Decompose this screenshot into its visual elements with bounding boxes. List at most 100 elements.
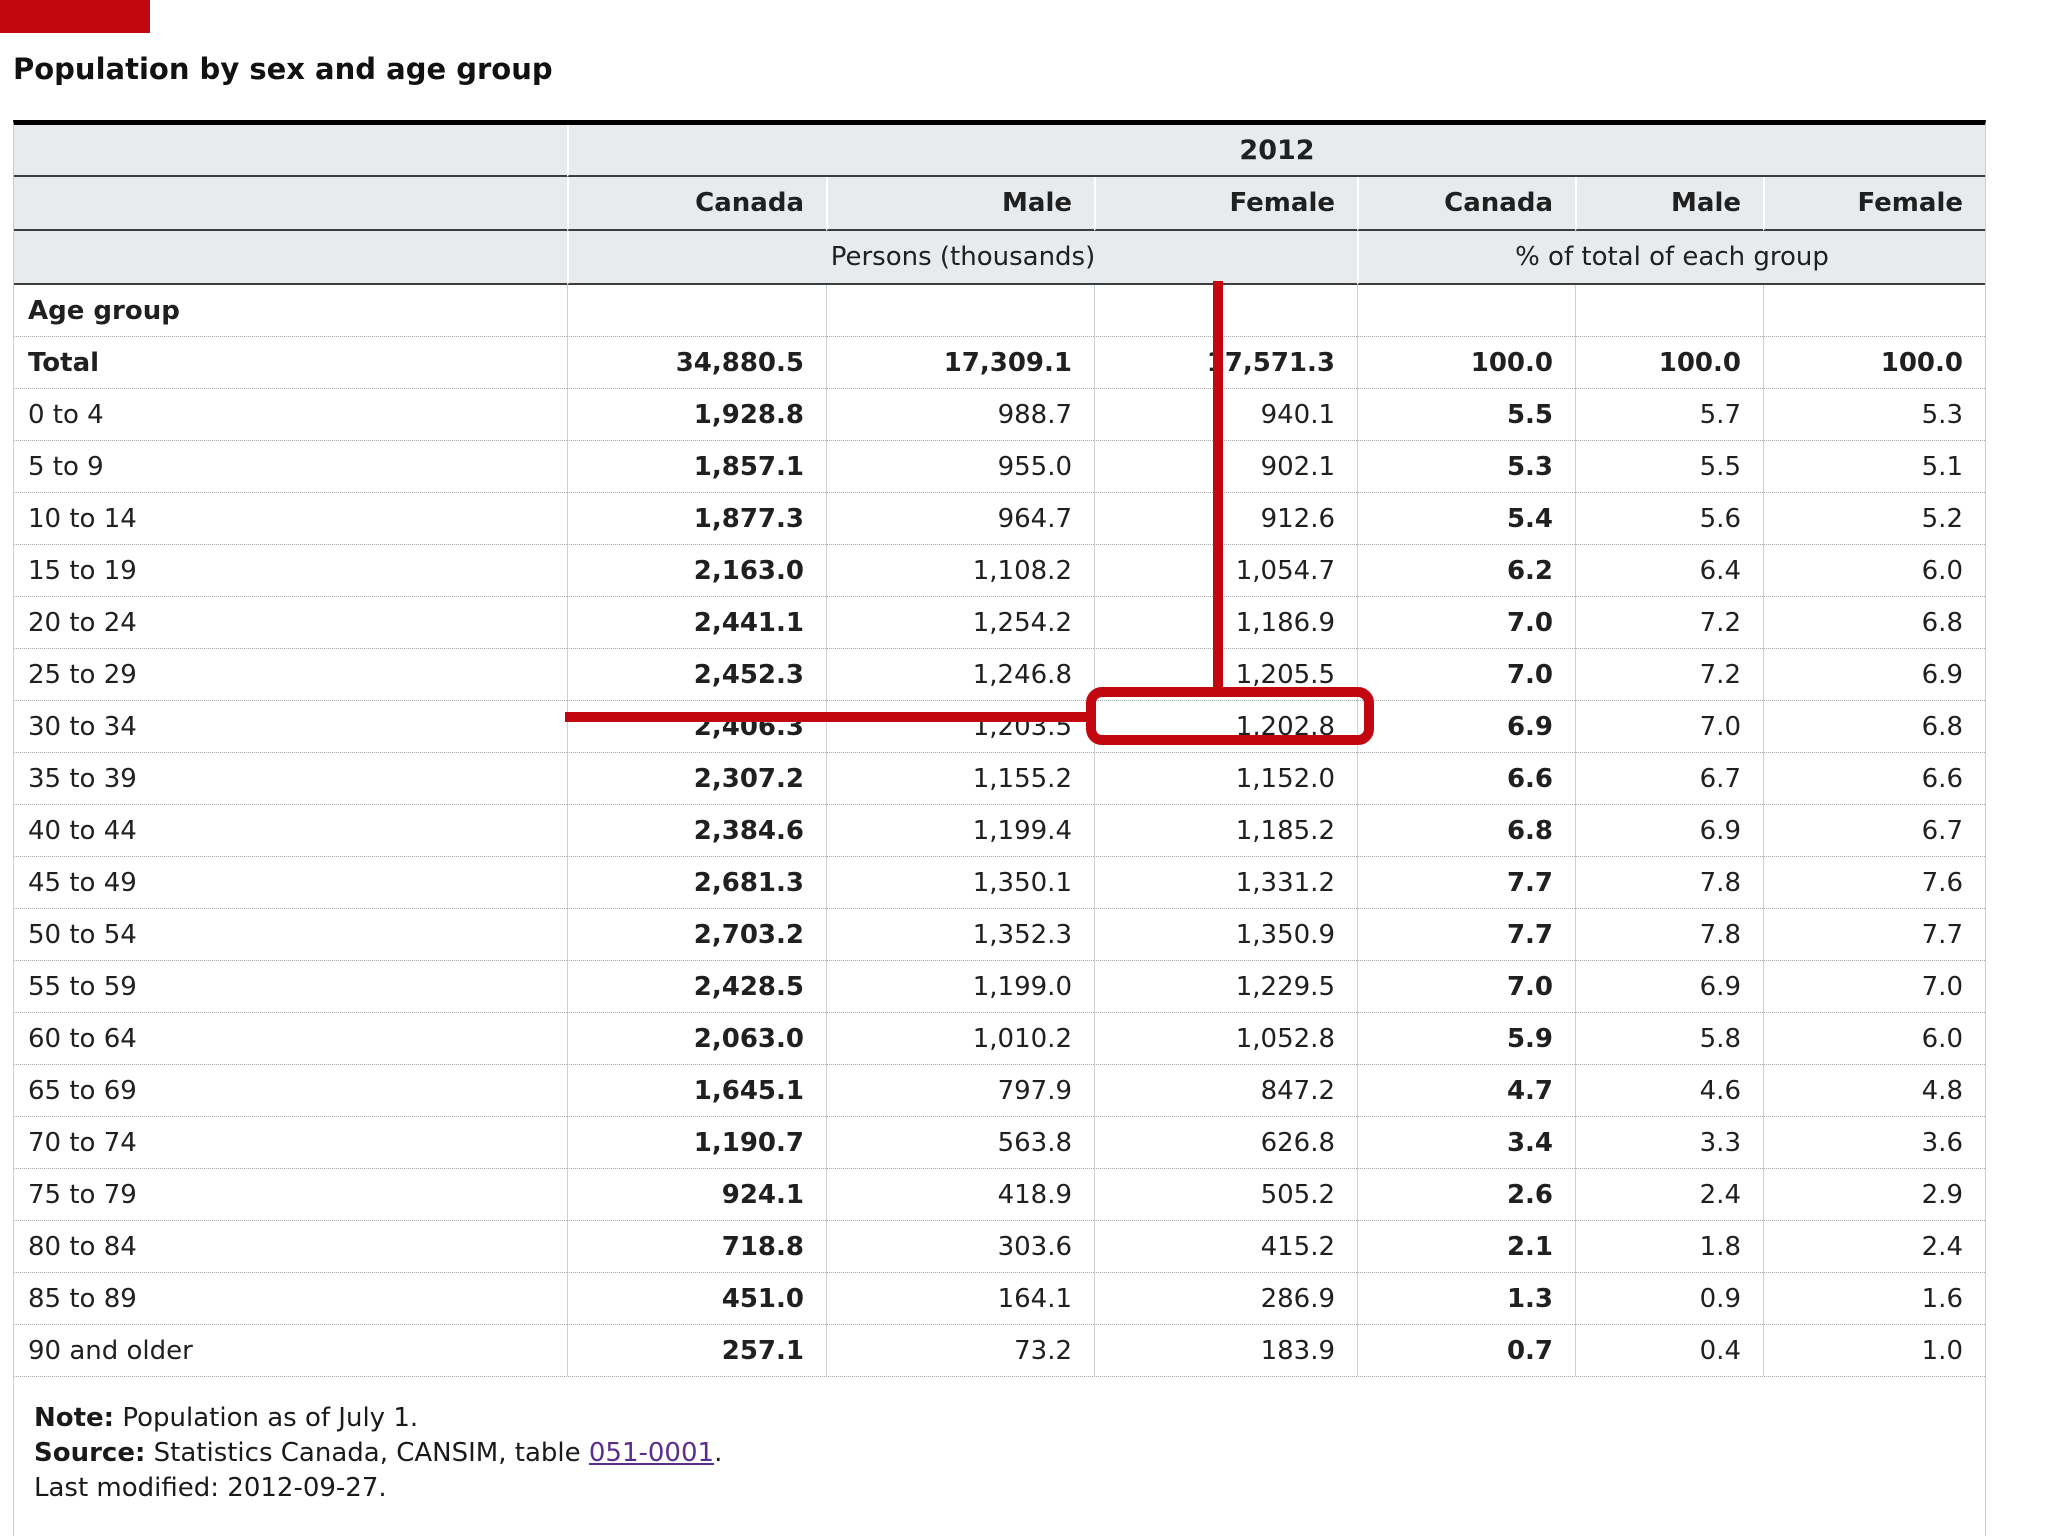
source-text-end: . [714, 1438, 723, 1468]
value-cell: 2.4 [1763, 1220, 1985, 1272]
value-cell: 2,428.5 [567, 960, 826, 1012]
age-group-header-row: Age group [14, 285, 1985, 336]
value-cell: 2.1 [1357, 1220, 1575, 1272]
value-cell: 2,163.0 [567, 544, 826, 596]
annotation-horizontal-line [565, 712, 1089, 722]
value-cell: 5.7 [1575, 388, 1763, 440]
population-table: 2012 Canada Male Female Canada Male Fema… [14, 125, 1985, 1376]
table-row: 85 to 89 451.0 164.1 286.9 1.3 0.9 1.6 [14, 1272, 1985, 1324]
table-row: 0 to 4 1,928.8 988.7 940.1 5.5 5.7 5.3 [14, 388, 1985, 440]
age-group-label: 5 to 9 [14, 440, 567, 492]
value-cell: 5.5 [1357, 388, 1575, 440]
age-group-label: 75 to 79 [14, 1168, 567, 1220]
value-cell: 7.6 [1763, 856, 1985, 908]
col-header-male-persons: Male [826, 177, 1094, 231]
value-cell: 1,152.0 [1094, 752, 1357, 804]
unit-header-row: Persons (thousands) % of total of each g… [14, 231, 1985, 285]
value-cell: 1,350.9 [1094, 908, 1357, 960]
value-cell: 6.9 [1575, 960, 1763, 1012]
value-cell: 6.8 [1357, 804, 1575, 856]
value-cell: 6.0 [1763, 544, 1985, 596]
note-text: Population as of July 1. [114, 1403, 419, 1433]
value-cell: 1,928.8 [567, 388, 826, 440]
value-cell: 7.0 [1575, 700, 1763, 752]
value-cell: 1,185.2 [1094, 804, 1357, 856]
age-group-label: 40 to 44 [14, 804, 567, 856]
age-group-label: 55 to 59 [14, 960, 567, 1012]
table-row: 45 to 49 2,681.3 1,350.1 1,331.2 7.7 7.8 7.6 [14, 856, 1985, 908]
value-cell: 5.5 [1575, 440, 1763, 492]
value-cell: 17,309.1 [826, 336, 1094, 388]
value-cell: 6.7 [1575, 752, 1763, 804]
value-cell: 34,880.5 [567, 336, 826, 388]
value-cell: 924.1 [567, 1168, 826, 1220]
age-group-label: 0 to 4 [14, 388, 567, 440]
value-cell: 1,877.3 [567, 492, 826, 544]
table-body: Age group Total 34,880.5 17,309.1 17,571.3 1… [14, 285, 1985, 1376]
value-cell: 988.7 [826, 388, 1094, 440]
value-cell: 6.6 [1357, 752, 1575, 804]
value-cell: 2,384.6 [567, 804, 826, 856]
value-cell: 955.0 [826, 440, 1094, 492]
age-group-label: 60 to 64 [14, 1012, 567, 1064]
value-cell: 100.0 [1357, 336, 1575, 388]
last-modified-line: Last modified: 2012-09-27. [34, 1473, 387, 1503]
value-cell: 5.1 [1763, 440, 1985, 492]
value-cell: 7.0 [1763, 960, 1985, 1012]
value-cell: 7.0 [1357, 648, 1575, 700]
stub-spacer [14, 125, 567, 177]
note-label: Note: [34, 1403, 115, 1433]
age-group-label: 70 to 74 [14, 1116, 567, 1168]
cansim-table-link[interactable]: 051-0001 [588, 1438, 715, 1468]
value-cell: 451.0 [567, 1272, 826, 1324]
value-cell: 415.2 [1094, 1220, 1357, 1272]
value-cell: 5.2 [1763, 492, 1985, 544]
value-cell: 6.4 [1575, 544, 1763, 596]
table-notes: Note: Population as of July 1. Source: S… [14, 1376, 1985, 1536]
table-row: 90 and older 257.1 73.2 183.9 0.7 0.4 1.0 [14, 1324, 1985, 1376]
age-group-label: 10 to 14 [14, 492, 567, 544]
empty-cell [1094, 285, 1357, 336]
value-cell: 7.7 [1357, 856, 1575, 908]
age-group-label: 50 to 54 [14, 908, 567, 960]
value-cell: 1,229.5 [1094, 960, 1357, 1012]
year-header: 2012 [567, 125, 1985, 177]
value-cell: 100.0 [1575, 336, 1763, 388]
table-row: 35 to 39 2,307.2 1,155.2 1,152.0 6.6 6.7 6.6 [14, 752, 1985, 804]
source-label: Source: [34, 1438, 146, 1468]
value-cell: 2,452.3 [567, 648, 826, 700]
value-cell: 5.4 [1357, 492, 1575, 544]
age-group-label: 85 to 89 [14, 1272, 567, 1324]
population-table-container: 2012 Canada Male Female Canada Male Fema… [13, 120, 1986, 1536]
value-cell: 7.2 [1575, 648, 1763, 700]
empty-cell [1575, 285, 1763, 336]
value-cell: 5.3 [1357, 440, 1575, 492]
table-row: 70 to 74 1,190.7 563.8 626.8 3.4 3.3 3.6 [14, 1116, 1985, 1168]
value-cell: 4.8 [1763, 1064, 1985, 1116]
unit-header-percent: % of total of each group [1357, 231, 1985, 285]
col-header-male-pct: Male [1575, 177, 1763, 231]
value-cell: 1,054.7 [1094, 544, 1357, 596]
value-cell: 6.2 [1357, 544, 1575, 596]
col-header-female-pct: Female [1763, 177, 1985, 231]
value-cell: 1,645.1 [567, 1064, 826, 1116]
table-row: 55 to 59 2,428.5 1,199.0 1,229.5 7.0 6.9 7.0 [14, 960, 1985, 1012]
empty-cell [1357, 285, 1575, 336]
table-row: 5 to 9 1,857.1 955.0 902.1 5.3 5.5 5.1 [14, 440, 1985, 492]
value-cell: 2,406.3 [567, 700, 826, 752]
value-cell: 797.9 [826, 1064, 1094, 1116]
value-cell: 3.4 [1357, 1116, 1575, 1168]
value-cell: 1,052.8 [1094, 1012, 1357, 1064]
stub-header: Age group [14, 285, 567, 336]
age-group-label: 20 to 24 [14, 596, 567, 648]
value-cell: 3.3 [1575, 1116, 1763, 1168]
empty-cell [1763, 285, 1985, 336]
age-group-label: 30 to 34 [14, 700, 567, 752]
value-cell: 183.9 [1094, 1324, 1357, 1376]
value-cell: 2,703.2 [567, 908, 826, 960]
value-cell: 1,108.2 [826, 544, 1094, 596]
value-cell: 7.8 [1575, 856, 1763, 908]
value-cell: 1,199.0 [826, 960, 1094, 1012]
value-cell: 1,190.7 [567, 1116, 826, 1168]
